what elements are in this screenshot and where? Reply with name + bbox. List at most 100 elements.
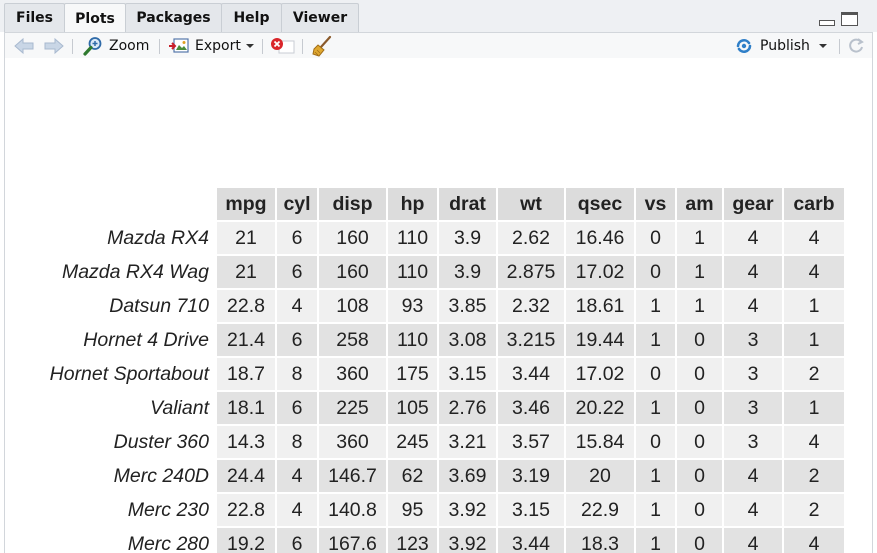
table-cell: 19.44 (566, 324, 634, 356)
table-cell: 3.69 (439, 460, 496, 492)
table-cell: 1 (636, 392, 675, 424)
table-row: Merc 280 19.2 6 167.6 123 3.92 3.44 18.3 1 0 4 4 (7, 528, 844, 553)
toolbar-divider (302, 39, 303, 54)
table-cell: 4 (724, 528, 782, 553)
table-cell: 6 (277, 256, 317, 288)
table-cell: 4 (784, 528, 844, 553)
table-cell: 95 (388, 494, 437, 526)
export-image-icon (169, 37, 189, 53)
toolbar-divider (159, 39, 160, 54)
table-row: Hornet Sportabout 18.7 8 360 175 3.15 3.44 17.0… (7, 358, 844, 390)
table-cell: 0 (677, 528, 722, 553)
table-cell: 1 (636, 494, 675, 526)
column-header: cyl (277, 188, 317, 220)
table-cell: 3.15 (498, 494, 564, 526)
table-cell: 4 (277, 290, 317, 322)
table-row: Mazda RX4 21 6 160 110 3.9 2.62 16.46 0 1 4 4 (7, 222, 844, 254)
table-cell: 4 (784, 256, 844, 288)
table-cell: 0 (677, 324, 722, 356)
table-cell: 0 (677, 392, 722, 424)
table-row: Duster 360 14.3 8 360 245 3.21 3.57 15.84 0 0 3 4 (7, 426, 844, 458)
remove-plot-button[interactable] (270, 33, 296, 58)
table-cell: 1 (677, 222, 722, 254)
tab-files[interactable]: Files (4, 3, 65, 32)
table-cell: 3.9 (439, 256, 496, 288)
publish-label: Publish (760, 37, 810, 54)
table-cell: 18.7 (217, 358, 275, 390)
tab-viewer[interactable]: Viewer (281, 3, 359, 32)
mtcars-table-plot: mpg cyl disp hp drat wt qsec vs am gear carb Mazda… (5, 186, 846, 553)
row-label: Valiant (150, 396, 209, 419)
table-cell: 4 (724, 460, 782, 492)
table-cell: 110 (388, 222, 437, 254)
maximize-pane-button[interactable] (841, 12, 858, 26)
table-cell: 21 (217, 256, 275, 288)
table-cell: 1 (677, 290, 722, 322)
table-cell: 2.875 (498, 256, 564, 288)
table-cell: 360 (319, 358, 386, 390)
toolbar-divider (72, 39, 73, 54)
export-menu-button[interactable]: Export (168, 33, 254, 58)
table-cell: 3.21 (439, 426, 496, 458)
table-cell: 0 (677, 460, 722, 492)
table-cell: 123 (388, 528, 437, 553)
plots-toolbar: Zoom Export (4, 32, 873, 59)
row-label: Mazda RX4 Wag (61, 260, 209, 283)
table-cell: 3.15 (439, 358, 496, 390)
table-cell: 15.84 (566, 426, 634, 458)
table-cell: 4 (724, 494, 782, 526)
table-cell: 6 (277, 222, 317, 254)
table-cell: 22.9 (566, 494, 634, 526)
table-cell: 24.4 (217, 460, 275, 492)
row-label: Hornet Sportabout (49, 362, 209, 385)
table-cell: 62 (388, 460, 437, 492)
table-cell: 2.32 (498, 290, 564, 322)
refresh-icon (849, 37, 864, 53)
table-row: Mazda RX4 Wag 21 6 160 110 3.9 2.875 17.02 0 1 4 4 (7, 256, 844, 288)
table-cell: 3 (724, 324, 782, 356)
zoom-button[interactable]: Zoom (83, 33, 149, 58)
table-cell: 2 (784, 460, 844, 492)
broom-icon (312, 35, 332, 57)
table-cell: 1 (784, 324, 844, 356)
table-cell: 22.8 (217, 290, 275, 322)
back-button[interactable] (13, 33, 35, 58)
toolbar-divider (262, 39, 263, 54)
table-cell: 225 (319, 392, 386, 424)
table-cell: 3.85 (439, 290, 496, 322)
publish-menu-button[interactable]: Publish (734, 33, 827, 58)
table-cell: 18.3 (566, 528, 634, 553)
table-cell: 3 (724, 392, 782, 424)
column-header: gear (724, 188, 782, 220)
table-cell: 6 (277, 392, 317, 424)
chevron-down-icon (245, 43, 254, 48)
table-cell: 146.7 (319, 460, 386, 492)
forward-button[interactable] (43, 33, 65, 58)
refresh-button[interactable] (847, 33, 865, 58)
row-label: Duster 360 (113, 430, 209, 453)
table-cell: 16.46 (566, 222, 634, 254)
toolbar-divider (839, 39, 840, 54)
table-cell: 3.92 (439, 494, 496, 526)
row-label: Hornet 4 Drive (83, 328, 209, 351)
table-cell: 160 (319, 256, 386, 288)
column-header: qsec (566, 188, 634, 220)
table-cell: 110 (388, 324, 437, 356)
table-cell: 2 (784, 494, 844, 526)
tab-packages[interactable]: Packages (125, 3, 222, 32)
column-header: drat (439, 188, 496, 220)
table-cell: 3.215 (498, 324, 564, 356)
table-cell: 110 (388, 256, 437, 288)
table-cell: 3.19 (498, 460, 564, 492)
column-header: am (677, 188, 722, 220)
tab-help[interactable]: Help (221, 3, 282, 32)
table-row: Hornet 4 Drive 21.4 6 258 110 3.08 3.215 19.44 1… (7, 324, 844, 356)
table-cell: 20 (566, 460, 634, 492)
plot-viewer-panel: mpg cyl disp hp drat wt qsec vs am gear carb Mazda… (4, 58, 873, 553)
table-cell: 140.8 (319, 494, 386, 526)
table-cell: 4 (784, 426, 844, 458)
minimize-pane-button[interactable] (819, 20, 835, 26)
tab-plots[interactable]: Plots (64, 3, 126, 33)
row-label: Merc 240D (113, 464, 209, 487)
clear-all-plots-button[interactable] (311, 33, 333, 58)
